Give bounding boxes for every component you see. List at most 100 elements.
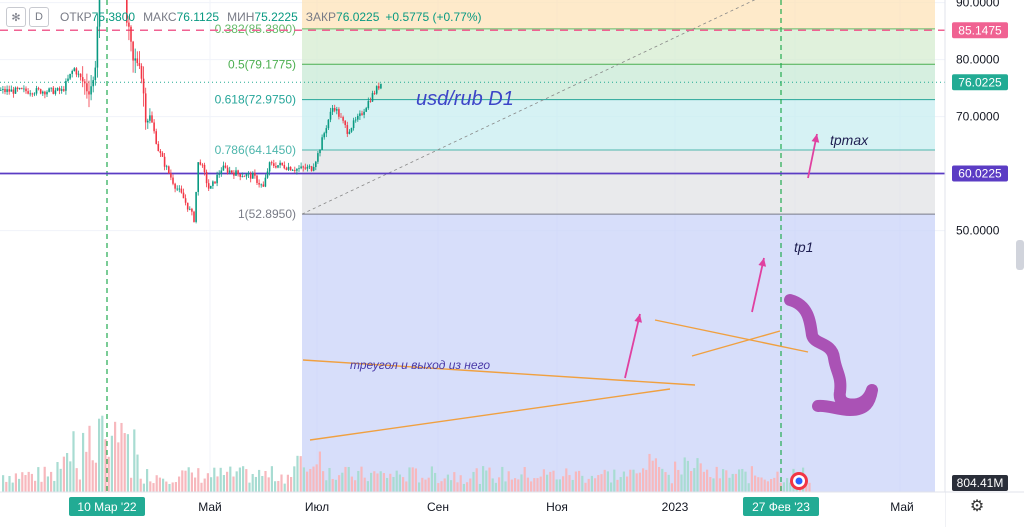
candle-body [256,175,258,183]
candle-body [16,87,19,89]
candle-body [277,165,279,168]
candle-body [247,173,250,175]
volume-bar [574,471,577,492]
candle-body [42,91,44,94]
candle-body [279,162,281,166]
ohlc-legend: ✻ D ОТКР 75.3800 МАКС 76.1125 МИН 75.2225 З… [6,6,482,28]
volume-bar [526,477,529,492]
volume-bar [776,471,779,492]
volume-bar [667,474,670,492]
volume-bar [62,456,65,492]
high-value: 76.1125 [176,10,220,24]
volume-bar [670,483,673,492]
time-tick-label: 2023 [662,500,689,514]
volume-bar [766,481,769,492]
volume-bar [453,472,456,492]
price-tick-label: 70.0000 [956,110,1000,124]
candle-body [245,174,248,177]
volume-bar [635,473,638,492]
volume-bar [120,422,123,492]
candle-body [23,88,25,90]
trendlines[interactable] [302,319,809,441]
volume-bar [168,483,171,492]
candle-body [54,90,57,94]
candle-body [12,89,15,94]
volume-bar [338,475,341,492]
volume-bar [293,466,296,492]
candle-body [220,170,223,174]
volume-bar [738,469,741,492]
volume-bar [178,476,181,492]
candle-body [289,166,292,171]
candle-body [142,78,145,94]
triangle-note: треугол и выход из него [350,358,490,372]
volume-bar [501,466,504,492]
gear-icon[interactable]: ⚙ [969,498,985,515]
volume-bar [114,421,117,492]
candle-body [210,185,212,189]
candle-body [222,165,225,171]
open-value: 75.3800 [91,10,136,24]
interval-badge[interactable]: D [29,7,49,27]
fibonacci-retracement[interactable]: 0(105.4600)0.236(93.0550)0.382(85.3800)0… [215,0,935,492]
candle-body [363,111,365,115]
volume-bar [734,473,737,492]
candle-body [373,93,376,94]
triangle-lower-line [309,388,671,441]
candle-body [86,83,88,92]
candle-body [163,156,166,167]
candle-body [365,108,367,112]
volume-bar [334,479,337,492]
fib-zone-0.786 [302,149,935,215]
volume-bar [450,480,453,492]
volume-bar [98,418,101,492]
candle-body [14,87,17,94]
candle-body [342,117,344,121]
volume-bar [786,478,789,492]
price-badge-label: 85.1475 [958,23,1002,37]
volume-bar [181,470,184,492]
candle-body [352,120,355,129]
time-badge-bg [743,497,819,516]
candle-body [75,68,78,75]
candle-body [132,41,134,61]
candle-body [350,128,353,132]
volume-bar [158,477,161,492]
volume-bar [27,471,30,492]
candle-body [216,174,218,184]
volume-bar [238,467,241,492]
volume-bar [478,483,481,492]
candle-body [231,170,233,173]
volume-bar [200,482,203,492]
volume-bar [309,469,312,492]
volume-bar [427,477,430,492]
candle-body [144,93,147,123]
volume-bar [747,483,750,492]
volume-bar [322,471,325,492]
volume-bar [648,453,651,492]
candle-body [296,168,298,171]
volume-bar [277,480,280,492]
candle-body [212,181,214,186]
snowflake-icon[interactable]: ✻ [6,7,26,27]
volume-bar [789,482,792,492]
volume-bar [152,483,155,492]
volume-bar [517,479,520,492]
candle-body [348,131,351,134]
candle-body [178,188,181,190]
annotations[interactable]: usd/rub D1 tpmax tp1 треугол и выход из нег… [350,88,878,416]
volume-bar [69,461,72,492]
candle-body [199,162,202,165]
flag-upper-line [654,319,809,353]
volume-bar [565,468,568,492]
volume-bar [706,469,709,492]
volume-bar [165,481,168,492]
candle-body [375,86,378,94]
volume-bar [754,475,757,492]
horizontal-levels[interactable] [0,0,945,175]
candle-body [380,83,382,89]
candle-body [60,89,63,91]
candle-body [319,149,321,154]
volume-bar [226,471,229,492]
